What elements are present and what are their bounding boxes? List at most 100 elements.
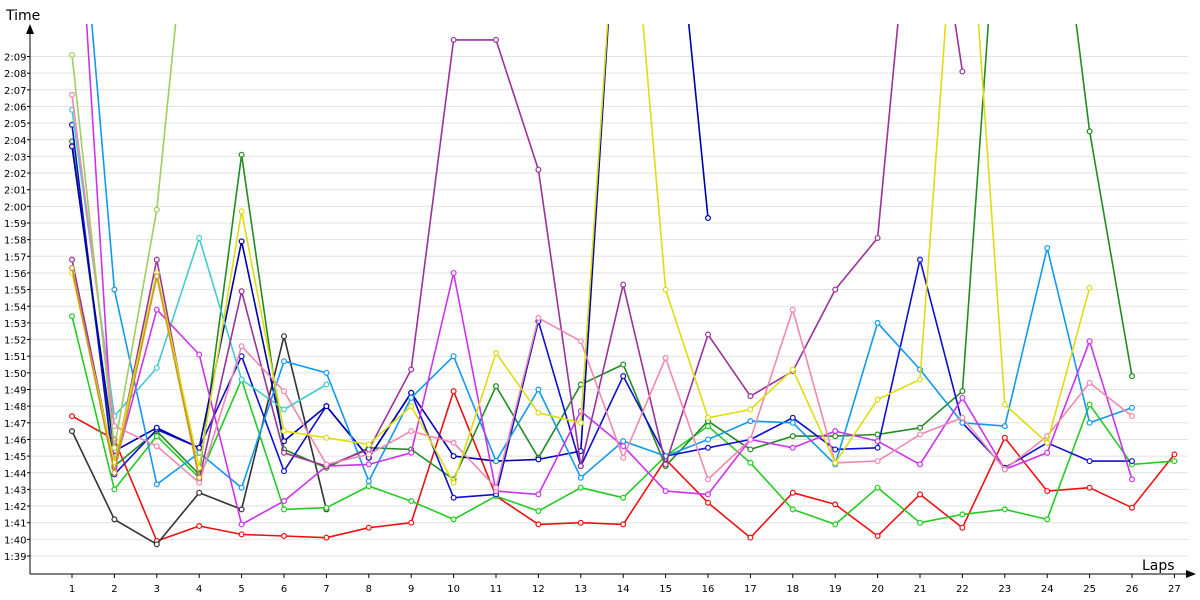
data-point: [535, 314, 542, 321]
x-tick-label: 1: [69, 584, 75, 595]
data-point: [1044, 244, 1051, 251]
y-tick-label: 2:04: [4, 136, 26, 147]
x-tick-label: 9: [408, 584, 414, 595]
data-point: [874, 396, 881, 403]
data-point: [323, 403, 330, 410]
data-point: [238, 484, 245, 491]
data-point: [196, 444, 203, 451]
x-tick-label: 10: [447, 584, 460, 595]
data-point: [450, 439, 457, 446]
data-point: [68, 256, 75, 263]
data-point: [577, 484, 584, 491]
series-1: [68, 388, 1178, 545]
data-point: [281, 388, 288, 395]
data-point: [704, 331, 711, 338]
data-point: [789, 444, 796, 451]
data-point: [493, 383, 500, 390]
x-tick-label: 6: [281, 584, 287, 595]
data-point: [535, 409, 542, 416]
data-point: [620, 443, 627, 450]
data-point: [704, 215, 711, 222]
x-tick-label: 3: [154, 584, 160, 595]
data-point: [1001, 434, 1008, 441]
x-tick-label: 17: [744, 584, 757, 595]
data-point: [874, 234, 881, 241]
y-tick-label: 1:40: [4, 535, 26, 546]
data-point: [874, 444, 881, 451]
data-point: [704, 436, 711, 443]
data-point: [832, 428, 839, 435]
data-point: [323, 434, 330, 441]
data-point: [238, 151, 245, 158]
data-point: [153, 306, 160, 313]
x-tick-label: 18: [786, 584, 799, 595]
data-point: [196, 234, 203, 241]
y-axis-ticks: 1:39 1:40 1:41 1:42 1:43 1:44 1:45 1:46 1:47 1:48…: [4, 53, 30, 563]
series-line: [71, 316, 1175, 526]
series-3: [68, 313, 1178, 528]
data-point: [959, 68, 966, 75]
data-point: [281, 449, 288, 456]
y-tick-label: 1:45: [4, 452, 26, 463]
data-point: [450, 269, 457, 276]
data-point: [323, 369, 330, 376]
data-point: [1128, 504, 1135, 511]
data-point: [450, 479, 457, 486]
data-point: [323, 461, 330, 468]
data-point: [916, 376, 923, 383]
data-point: [747, 436, 754, 443]
data-point: [111, 444, 118, 451]
data-point: [535, 456, 542, 463]
data-point: [1086, 401, 1093, 408]
data-point: [323, 381, 330, 388]
y-tick-label: 1:39: [4, 552, 26, 563]
data-point: [959, 414, 966, 421]
data-point: [704, 476, 711, 483]
data-point: [959, 419, 966, 426]
data-point: [1128, 404, 1135, 411]
data-point: [111, 486, 118, 493]
data-point: [535, 166, 542, 173]
data-point: [153, 433, 160, 440]
y-tick-label: 1:46: [4, 435, 26, 446]
data-point: [281, 428, 288, 435]
data-point: [365, 478, 372, 485]
data-point: [959, 394, 966, 401]
data-point: [704, 491, 711, 498]
x-tick-label: 20: [871, 584, 884, 595]
data-point: [196, 479, 203, 486]
x-tick-label: 23: [998, 584, 1011, 595]
data-point: [153, 541, 160, 548]
series-line: [91, 24, 1133, 489]
x-tick-label: 22: [956, 584, 969, 595]
data-point: [281, 406, 288, 413]
data-point: [1044, 449, 1051, 456]
data-point: [1001, 423, 1008, 430]
y-tick-label: 2:05: [4, 119, 26, 130]
data-point: [238, 208, 245, 215]
x-tick-label: 27: [1168, 584, 1181, 595]
data-point: [111, 516, 118, 523]
data-point: [365, 524, 372, 531]
data-point: [68, 91, 75, 98]
data-point: [789, 506, 796, 513]
y-tick-label: 1:53: [4, 319, 26, 330]
data-point: [959, 388, 966, 395]
data-point: [959, 511, 966, 518]
y-tick-label: 2:01: [4, 186, 26, 197]
data-point: [238, 506, 245, 513]
data-point: [111, 469, 118, 476]
data-point: [832, 446, 839, 453]
data-point: [789, 489, 796, 496]
data-point: [408, 449, 415, 456]
data-point: [153, 424, 160, 431]
data-point: [620, 454, 627, 461]
data-point: [916, 424, 923, 431]
x-tick-label: 2: [111, 584, 117, 595]
data-point: [450, 494, 457, 501]
series-2: [68, 333, 330, 548]
data-point: [704, 444, 711, 451]
x-tick-label: 24: [1041, 584, 1054, 595]
y-tick-label: 1:56: [4, 269, 26, 280]
data-point: [68, 313, 75, 320]
